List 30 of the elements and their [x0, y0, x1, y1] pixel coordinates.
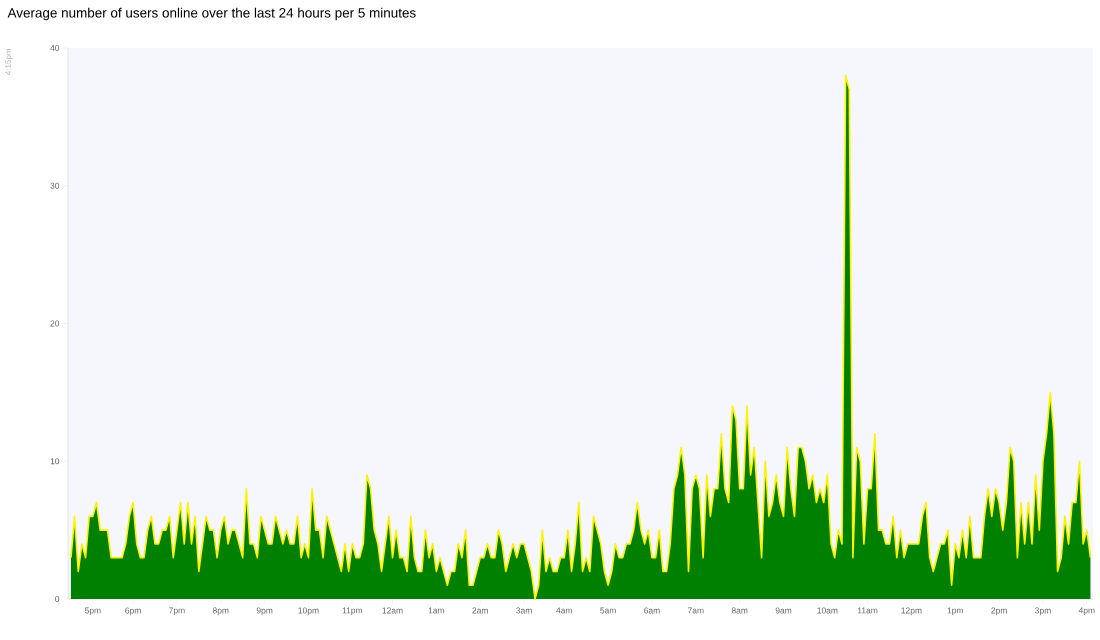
x-tick-label: 11pm — [342, 607, 363, 616]
x-tick-label: 6am — [644, 607, 660, 614]
x-tick-label: 10am — [817, 607, 838, 614]
x-tick-label: 12am — [382, 607, 403, 614]
x-tick-label: 2pm — [991, 607, 1007, 616]
x-tick-label: 9am — [775, 607, 792, 614]
chart-title: Average number of users online over the last 24 hours per 5 minutes — [7, 7, 416, 21]
x-tick-label: 8am — [731, 607, 748, 614]
x-tick-label: 5am — [600, 607, 616, 614]
x-tick-label: 7am — [688, 607, 704, 614]
x-tick-label: 12pm — [901, 607, 922, 616]
x-tick-label: 6pm — [125, 607, 141, 616]
y-tick-label: 40 — [50, 44, 60, 51]
x-tick-label: 3am — [516, 607, 532, 614]
x-tick-label: 7pm — [169, 607, 185, 616]
x-tick-label: 5pm — [84, 607, 101, 616]
x-tick-label: 4pm — [1078, 607, 1095, 616]
x-tick-label: 1pm — [947, 607, 963, 616]
x-tick-label: 11am — [857, 607, 878, 614]
y-tick-label: 30 — [50, 182, 60, 189]
x-tick-label: 8pm — [212, 607, 229, 616]
x-tick-label: 4am — [556, 607, 572, 614]
y-tick-label: 10 — [50, 458, 60, 465]
x-tick-label: 10pm — [298, 607, 319, 616]
x-tick-label: 2am — [472, 607, 488, 614]
x-tick-label: 1am — [428, 607, 445, 614]
y-tick-label: 20 — [50, 320, 60, 327]
x-tick-label: 3pm — [1035, 607, 1051, 616]
x-tick-label: 9pm — [256, 607, 273, 616]
y-tick-label: 0 — [55, 595, 60, 602]
